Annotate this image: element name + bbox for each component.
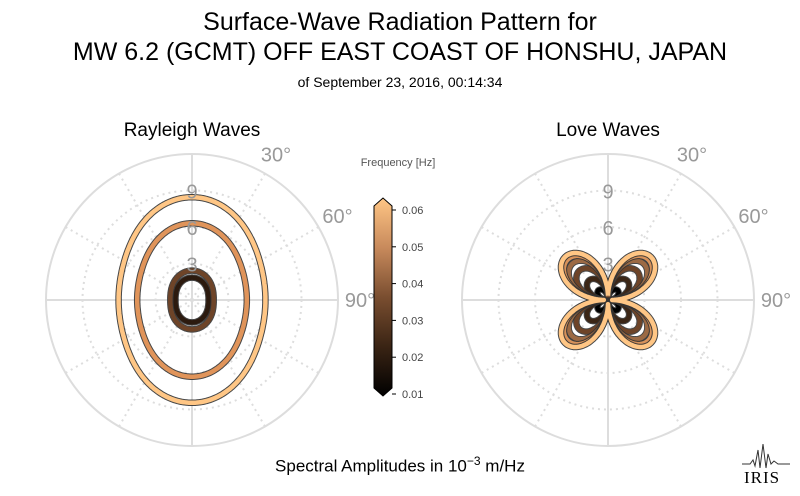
love-panel-title: Love Waves	[556, 120, 660, 141]
colorbar-tick-label: 0.02	[402, 352, 423, 364]
rayleigh-polar-plot: 3 6 9 30° 60° 90°	[45, 145, 375, 447]
footer-base: 10	[447, 456, 467, 476]
angle-tick-label: 30°	[677, 145, 707, 167]
iris-logo: IRIS	[740, 440, 792, 488]
logo-text: IRIS	[744, 468, 781, 487]
colorbar-bar	[373, 197, 393, 397]
angle-tick-label: 60°	[322, 206, 352, 228]
colorbar: Frequency [Hz] 0.06 0.05 0.04 0.03 0.02 0.01	[361, 157, 436, 401]
colorbar-tick-label: 0.04	[402, 279, 423, 291]
seismogram-icon	[742, 443, 790, 469]
angle-tick-label: 60°	[738, 206, 768, 228]
angle-tick-label: 90°	[345, 290, 375, 312]
series-rayleigh-0.06	[116, 194, 268, 406]
series-rayleigh-0.01	[173, 275, 211, 325]
rayleigh-panel-title: Rayleigh Waves	[123, 120, 261, 141]
colorbar-tick-label: 0.05	[402, 242, 423, 254]
footer-exponent: −3	[466, 454, 481, 468]
radial-tick-label: 6	[602, 218, 613, 240]
radial-tick-label: 9	[186, 182, 197, 204]
footer-unit: m/Hz	[480, 456, 525, 476]
series-love-0.06	[558, 250, 658, 350]
angle-tick-label: 30°	[261, 145, 291, 167]
angle-tick-label: 90°	[761, 290, 791, 312]
series-rayleigh-0.02	[168, 268, 216, 332]
colorbar-label: Frequency [Hz]	[361, 157, 436, 169]
chart-title-line-1: Surface-Wave Radiation Pattern for	[203, 8, 597, 36]
chart-title-line-2: MW 6.2 (GCMT) OFF EAST COAST OF HONSHU, …	[72, 38, 728, 66]
series-rayleigh-0.04	[134, 221, 250, 379]
chart-subtitle: of September 23, 2016, 00:14:34	[297, 74, 503, 90]
colorbar-tick-label: 0.03	[402, 315, 423, 327]
radial-tick-label: 6	[186, 218, 197, 240]
love-polar-plot: 3 6 9 30° 60° 90°	[461, 145, 791, 447]
footer-prefix: Spectral Amplitudes in	[275, 456, 448, 476]
radial-tick-label: 9	[602, 182, 613, 204]
colorbar-tick-label: 0.06	[402, 205, 423, 217]
x-axis-label: Spectral Amplitudes in 10−3 m/Hz	[0, 454, 800, 477]
colorbar-tick-label: 0.01	[402, 389, 423, 401]
radial-tick-label: 3	[186, 255, 197, 277]
radial-tick-label: 3	[602, 255, 613, 277]
